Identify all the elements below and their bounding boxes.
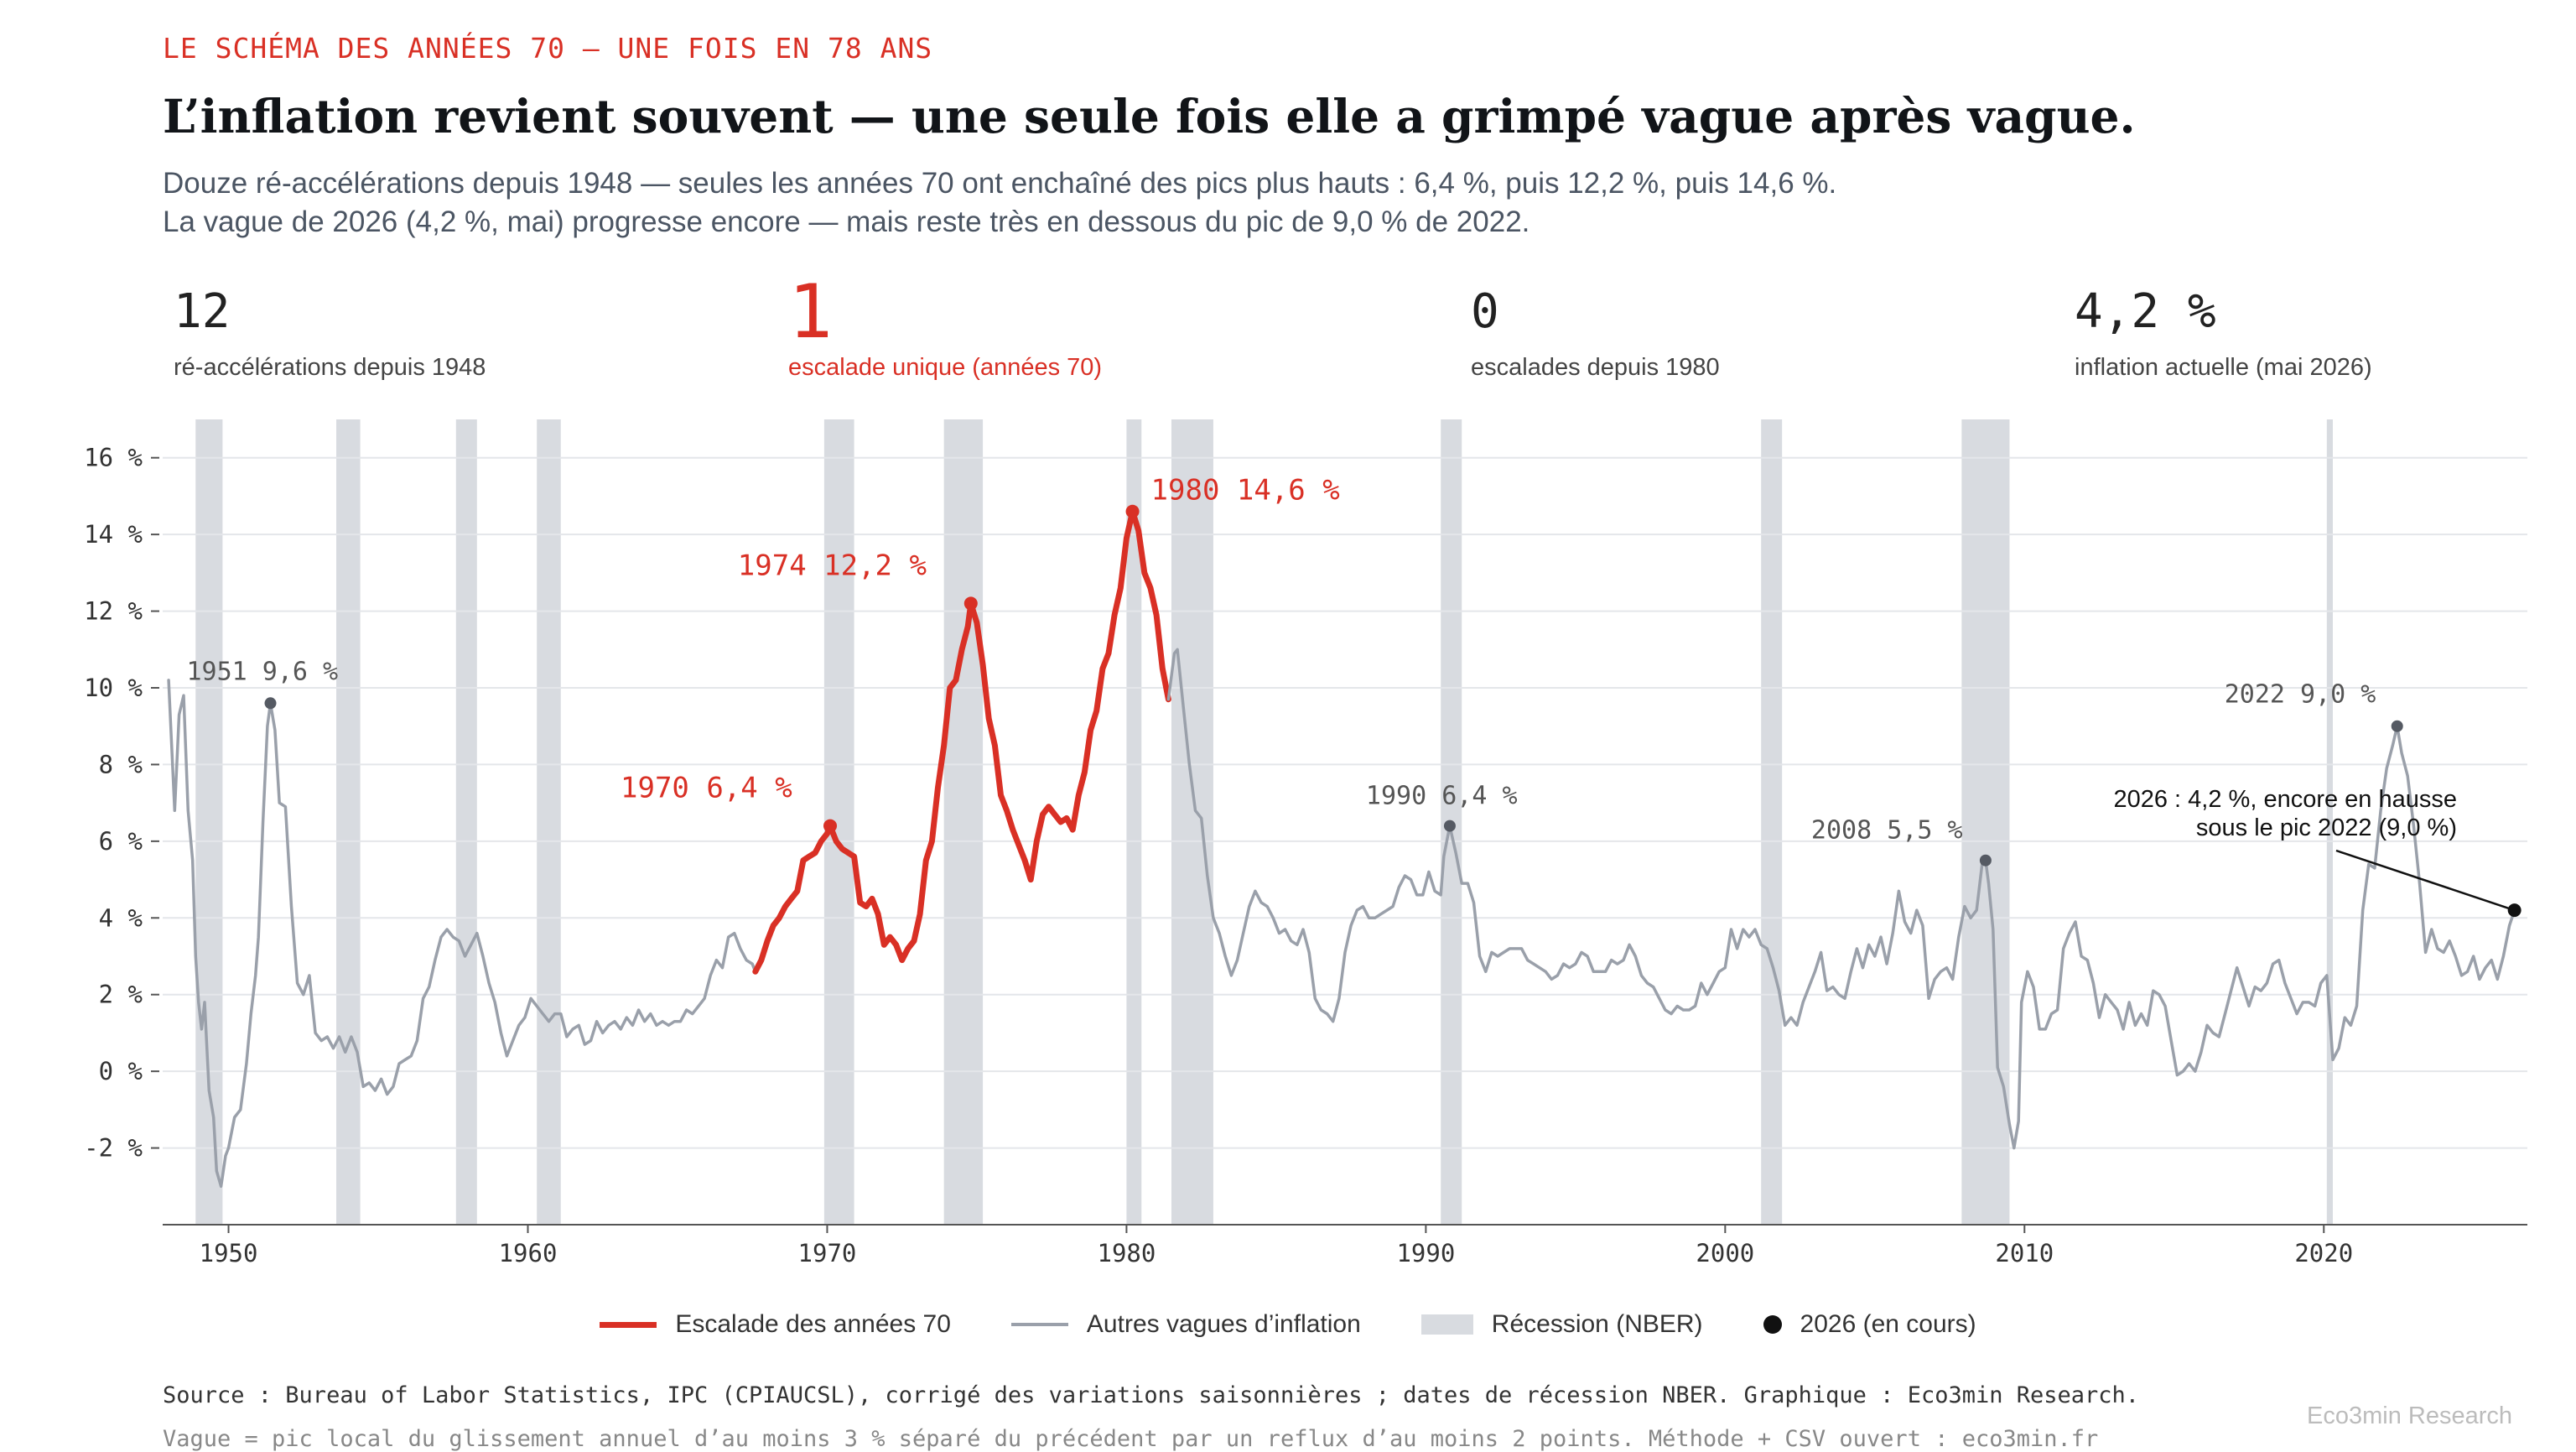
kpi-value: 12 bbox=[174, 284, 231, 339]
x-tick-label: 1960 bbox=[499, 1239, 558, 1267]
peak-label: 2022 9,0 % bbox=[2225, 680, 2376, 710]
y-tick-label: 2 % bbox=[99, 981, 143, 1009]
y-tick-label: -2 % bbox=[84, 1134, 143, 1163]
legend-label: Autres vagues d’inflation bbox=[1086, 1310, 1361, 1338]
legend-label: Escalade des années 70 bbox=[675, 1310, 951, 1338]
legend-item-escalade: Escalade des années 70 bbox=[600, 1310, 951, 1339]
series-line-escalade bbox=[752, 508, 1171, 975]
y-tick-label: 12 % bbox=[84, 597, 143, 626]
annotation-text: 2026 : 4,2 %, encore en hausse bbox=[2113, 786, 2457, 813]
y-tick-label: 10 % bbox=[84, 674, 143, 702]
legend-item-other: Autres vagues d’inflation bbox=[1010, 1310, 1361, 1339]
page-title: L’inflation revient souvent — une seule … bbox=[163, 89, 2136, 143]
peak-label: 1980 14,6 % bbox=[1151, 474, 1340, 507]
peak-label: 2008 5,5 % bbox=[1811, 816, 1963, 846]
legend-swatch-grey bbox=[1010, 1323, 1068, 1326]
recession-bands bbox=[195, 419, 2333, 1225]
recession-band bbox=[943, 419, 984, 1225]
x-tick-label: 1970 bbox=[798, 1239, 857, 1267]
x-tick-label: 1950 bbox=[200, 1239, 258, 1267]
x-tick-label: 2010 bbox=[1995, 1239, 2054, 1267]
legend-label: Récession (NBER) bbox=[1491, 1310, 1703, 1338]
x-tick-label: 1990 bbox=[1396, 1239, 1455, 1267]
recession-band bbox=[2326, 419, 2333, 1225]
current-dot bbox=[2507, 903, 2521, 918]
x-tick-label: 2000 bbox=[1696, 1239, 1754, 1267]
legend-item-current: 2026 (en cours) bbox=[1763, 1310, 1976, 1339]
recession-band bbox=[1961, 419, 2010, 1225]
peak-dot bbox=[1443, 820, 1456, 832]
recession-band bbox=[1761, 419, 1783, 1225]
kpi-value: 0 bbox=[1471, 284, 1499, 339]
kpi-escalade: 1 escalade unique (années 70) bbox=[788, 268, 1103, 382]
legend: Escalade des années 70 Autres vagues d’i… bbox=[0, 1310, 2576, 1339]
source-note: Source : Bureau of Labor Statistics, IPC… bbox=[163, 1382, 2140, 1408]
peak-label: 1974 12,2 % bbox=[738, 549, 927, 582]
kpi-value: 4,2 % bbox=[2075, 284, 2216, 339]
series-lines bbox=[167, 508, 2516, 1189]
y-tick-label: 14 % bbox=[84, 520, 143, 549]
legend-label: 2026 (en cours) bbox=[1800, 1310, 1976, 1338]
kpi-label: escalades depuis 1980 bbox=[1471, 354, 1720, 381]
subtitle-line-2: La vague de 2026 (4,2 %, mai) progresse … bbox=[163, 206, 1530, 238]
recession-band bbox=[1171, 419, 1213, 1225]
y-tick-label: 8 % bbox=[99, 750, 143, 778]
kpi-value: 1 bbox=[788, 268, 833, 355]
gridlines bbox=[163, 456, 2527, 1149]
recession-band bbox=[455, 419, 477, 1225]
peak-dot bbox=[1125, 504, 1140, 518]
peak-dot bbox=[1979, 854, 1992, 867]
kpi-reaccelerations: 12 ré-accélérations depuis 1948 bbox=[174, 282, 486, 382]
peak-dot bbox=[2391, 720, 2403, 732]
method-note: Vague = pic local du glissement annuel d… bbox=[163, 1426, 2099, 1452]
annotation-leader-line bbox=[2335, 849, 2516, 912]
subtitle-line-1: Douze ré-accélérations depuis 1948 — seu… bbox=[163, 167, 1837, 200]
recession-band bbox=[1126, 419, 1142, 1225]
kpi-current-inflation: 4,2 % inflation actuelle (mai 2026) bbox=[2075, 282, 2372, 382]
y-tick-label: 16 % bbox=[84, 444, 143, 472]
x-tick-label: 1980 bbox=[1097, 1239, 1156, 1267]
series-line-other bbox=[167, 679, 757, 1189]
y-tick-label: 4 % bbox=[99, 903, 143, 932]
legend-item-recession: Récession (NBER) bbox=[1420, 1310, 1703, 1339]
legend-swatch-recession bbox=[1420, 1314, 1473, 1335]
y-tick-label: 6 % bbox=[99, 827, 143, 856]
legend-swatch-red bbox=[600, 1321, 657, 1328]
peak-markers: 1951 9,6 % 1970 6,4 % 1974 12,2 % 1980 14,6… bbox=[187, 474, 2403, 867]
eyebrow: LE SCHÉMA DES ANNÉES 70 — UNE FOIS EN 78… bbox=[163, 32, 933, 65]
series-line-other bbox=[1166, 648, 2516, 1150]
brand-watermark: Eco3min Research bbox=[2307, 1403, 2512, 1429]
kpi-label: inflation actuelle (mai 2026) bbox=[2075, 354, 2372, 381]
kpi-label: escalade unique (années 70) bbox=[788, 354, 1103, 381]
subtitle: Douze ré-accélérations depuis 1948 — seu… bbox=[163, 164, 1836, 242]
peak-dot bbox=[823, 819, 838, 833]
annotation-text: sous le pic 2022 (9,0 %) bbox=[2196, 814, 2457, 841]
legend-swatch-dot bbox=[1763, 1315, 1782, 1334]
recession-band bbox=[336, 419, 361, 1225]
recession-band bbox=[195, 419, 223, 1225]
kpi-label: ré-accélérations depuis 1948 bbox=[174, 354, 486, 381]
peak-dot bbox=[963, 596, 978, 611]
y-tick-label: 0 % bbox=[99, 1057, 143, 1085]
recession-band bbox=[537, 419, 561, 1225]
kpi-escalades-since-1980: 0 escalades depuis 1980 bbox=[1471, 282, 1720, 382]
x-tick-label: 2020 bbox=[2294, 1239, 2353, 1267]
peak-label: 1951 9,6 % bbox=[187, 657, 339, 686]
peak-dot bbox=[264, 697, 277, 710]
peak-label: 1990 6,4 % bbox=[1366, 782, 1518, 811]
axes: -2 % 0 % 2 % 4 % 6 % 8 % 10 % 12 % 14 % 16 % 1950 1… bbox=[84, 444, 2527, 1267]
peak-label: 1970 6,4 % bbox=[621, 772, 792, 805]
